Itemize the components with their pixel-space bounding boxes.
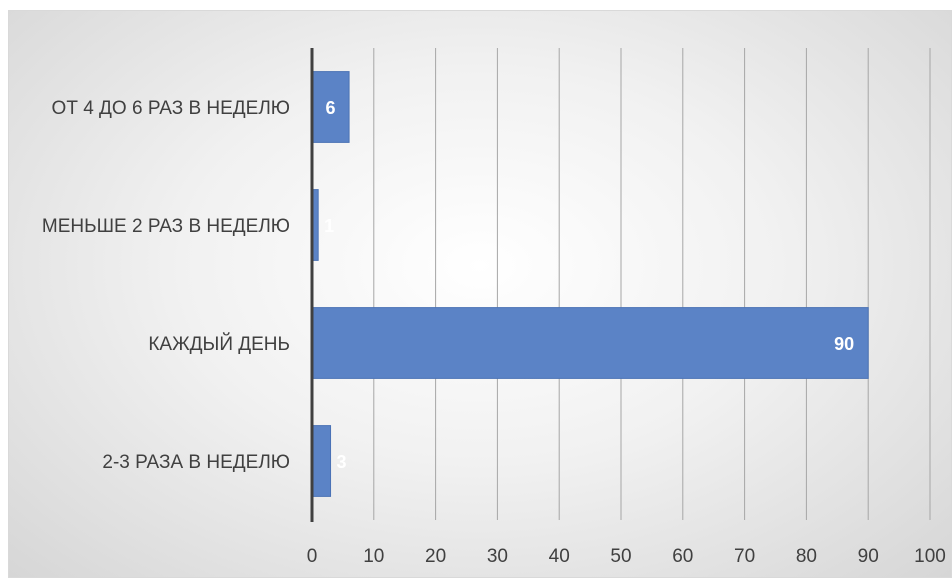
x-tick-label: 50 (610, 546, 631, 567)
x-tick-label: 20 (425, 546, 446, 567)
category-label: ОТ 4 ДО 6 РАЗ В НЕДЕЛЮ (52, 98, 290, 119)
bar (311, 425, 332, 497)
x-tick-label: 60 (672, 546, 693, 567)
data-label: 1 (324, 216, 334, 236)
x-tick-label: 70 (734, 546, 755, 567)
category-label: КАЖДЫЙ ДЕНЬ (148, 333, 290, 355)
category-label: 2-3 РАЗА В НЕДЕЛЮ (102, 452, 290, 473)
x-tick-label: 0 (307, 546, 318, 567)
data-label: 6 (326, 98, 336, 118)
category-label: МЕНЬШЕ 2 РАЗ В НЕДЕЛЮ (42, 216, 290, 237)
x-tick-label: 40 (549, 546, 570, 567)
chart-area (8, 10, 952, 578)
data-label: 3 (337, 452, 347, 472)
x-tick-label: 30 (487, 546, 508, 567)
x-tick-label: 100 (914, 546, 946, 567)
x-tick-label: 10 (363, 546, 384, 567)
bar (311, 307, 869, 379)
x-tick-label: 90 (858, 546, 879, 567)
x-tick-label: 80 (796, 546, 817, 567)
data-label: 90 (834, 334, 854, 354)
